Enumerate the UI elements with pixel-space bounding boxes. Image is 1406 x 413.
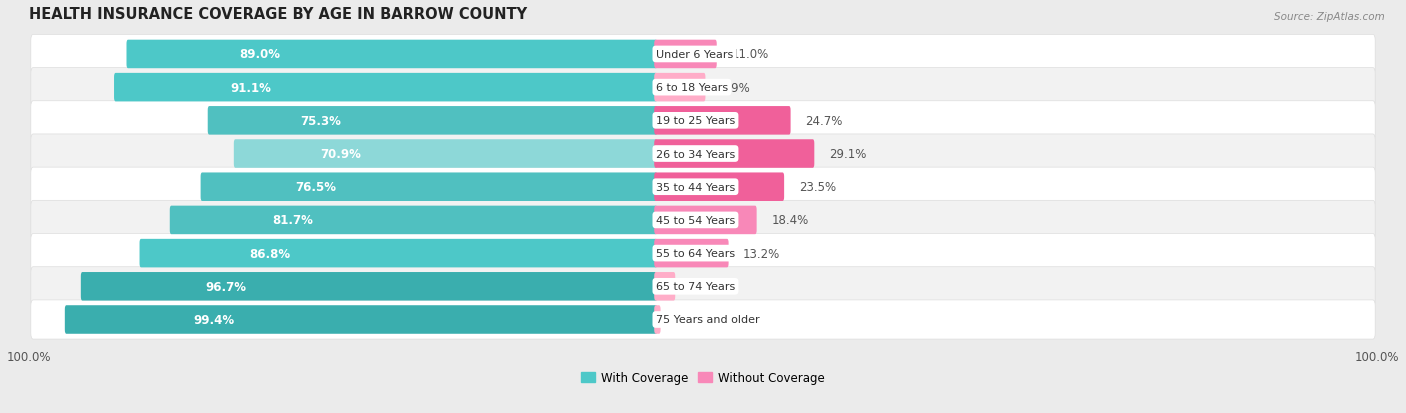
Text: 0.58%: 0.58% bbox=[675, 313, 711, 326]
Text: 86.8%: 86.8% bbox=[249, 247, 291, 260]
FancyBboxPatch shape bbox=[654, 74, 706, 102]
FancyBboxPatch shape bbox=[31, 300, 1375, 339]
Text: 45 to 54 Years: 45 to 54 Years bbox=[655, 216, 735, 225]
Text: 89.0%: 89.0% bbox=[239, 48, 281, 61]
Text: 96.7%: 96.7% bbox=[205, 280, 246, 293]
FancyBboxPatch shape bbox=[654, 107, 790, 135]
FancyBboxPatch shape bbox=[139, 239, 658, 268]
Text: 55 to 64 Years: 55 to 64 Years bbox=[655, 249, 735, 259]
FancyBboxPatch shape bbox=[233, 140, 658, 169]
Text: 8.9%: 8.9% bbox=[720, 81, 749, 95]
Text: 75 Years and older: 75 Years and older bbox=[655, 315, 759, 325]
Text: 19 to 25 Years: 19 to 25 Years bbox=[655, 116, 735, 126]
FancyBboxPatch shape bbox=[654, 40, 717, 69]
FancyBboxPatch shape bbox=[114, 74, 658, 102]
FancyBboxPatch shape bbox=[208, 107, 658, 135]
FancyBboxPatch shape bbox=[654, 272, 675, 301]
FancyBboxPatch shape bbox=[31, 168, 1375, 207]
FancyBboxPatch shape bbox=[31, 234, 1375, 273]
FancyBboxPatch shape bbox=[80, 272, 658, 301]
Text: 76.5%: 76.5% bbox=[295, 181, 336, 194]
Text: 26 to 34 Years: 26 to 34 Years bbox=[655, 149, 735, 159]
Text: Under 6 Years: Under 6 Years bbox=[655, 50, 733, 60]
FancyBboxPatch shape bbox=[654, 239, 728, 268]
Text: 99.4%: 99.4% bbox=[193, 313, 235, 326]
FancyBboxPatch shape bbox=[654, 306, 661, 334]
Text: 65 to 74 Years: 65 to 74 Years bbox=[655, 282, 735, 292]
FancyBboxPatch shape bbox=[65, 306, 658, 334]
Legend: With Coverage, Without Coverage: With Coverage, Without Coverage bbox=[576, 367, 830, 389]
FancyBboxPatch shape bbox=[654, 140, 814, 169]
FancyBboxPatch shape bbox=[31, 201, 1375, 240]
Text: 70.9%: 70.9% bbox=[321, 148, 361, 161]
FancyBboxPatch shape bbox=[31, 102, 1375, 140]
Text: 3.3%: 3.3% bbox=[690, 280, 720, 293]
FancyBboxPatch shape bbox=[31, 267, 1375, 306]
FancyBboxPatch shape bbox=[201, 173, 658, 202]
Text: 18.4%: 18.4% bbox=[770, 214, 808, 227]
Text: 23.5%: 23.5% bbox=[799, 181, 835, 194]
Text: Source: ZipAtlas.com: Source: ZipAtlas.com bbox=[1274, 12, 1385, 22]
Text: 6 to 18 Years: 6 to 18 Years bbox=[655, 83, 728, 93]
Text: 24.7%: 24.7% bbox=[806, 114, 842, 128]
Text: 75.3%: 75.3% bbox=[301, 114, 342, 128]
FancyBboxPatch shape bbox=[170, 206, 658, 235]
FancyBboxPatch shape bbox=[31, 135, 1375, 174]
FancyBboxPatch shape bbox=[31, 35, 1375, 74]
FancyBboxPatch shape bbox=[31, 69, 1375, 107]
Text: 91.1%: 91.1% bbox=[231, 81, 271, 95]
Text: 35 to 44 Years: 35 to 44 Years bbox=[655, 182, 735, 192]
Text: 81.7%: 81.7% bbox=[273, 214, 314, 227]
Text: 11.0%: 11.0% bbox=[731, 48, 769, 61]
Text: 29.1%: 29.1% bbox=[830, 148, 866, 161]
FancyBboxPatch shape bbox=[654, 173, 785, 202]
Text: HEALTH INSURANCE COVERAGE BY AGE IN BARROW COUNTY: HEALTH INSURANCE COVERAGE BY AGE IN BARR… bbox=[30, 7, 527, 22]
Text: 13.2%: 13.2% bbox=[744, 247, 780, 260]
FancyBboxPatch shape bbox=[127, 40, 658, 69]
FancyBboxPatch shape bbox=[654, 206, 756, 235]
